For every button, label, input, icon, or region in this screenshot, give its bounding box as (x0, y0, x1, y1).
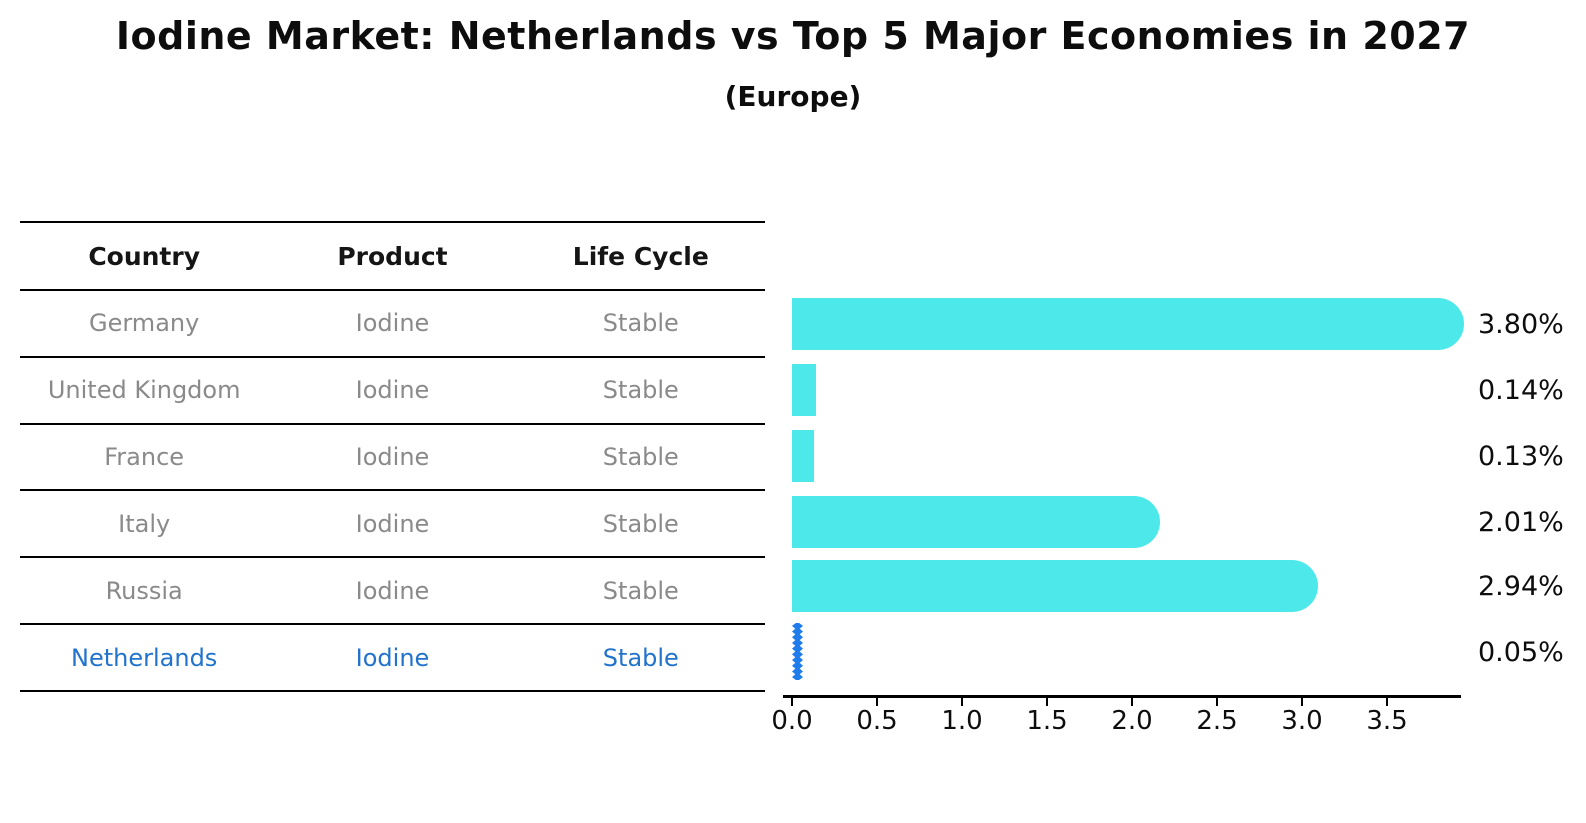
table-row: Germany Iodine Stable (20, 291, 765, 358)
cell-product: Iodine (355, 309, 430, 338)
column-header-product: Product (337, 241, 448, 271)
x-tick-label: 3.0 (1281, 706, 1323, 736)
column-header-life-cycle: Life Cycle (572, 241, 709, 271)
x-axis-tick (876, 697, 878, 706)
country-table: Country Product Life Cycle Germany Iodin… (20, 221, 765, 692)
bar-russia (792, 560, 1318, 612)
cell-product: Iodine (355, 509, 430, 538)
cell-product: Iodine (355, 376, 430, 405)
column-header-country: Country (88, 241, 201, 271)
x-axis-tick (791, 697, 793, 706)
cell-life-cycle: Stable (602, 443, 679, 472)
bar-italy (792, 496, 1160, 548)
cell-country: United Kingdom (47, 376, 241, 405)
cell-country: Germany (89, 309, 200, 338)
table-header-row: Country Product Life Cycle (20, 223, 765, 291)
x-axis-tick (961, 697, 963, 706)
cell-life-cycle: Stable (602, 509, 679, 538)
value-label: 0.14% (1478, 374, 1564, 406)
table-row: Russia Iodine Stable (20, 558, 765, 626)
cell-country: France (104, 443, 185, 472)
x-tick-label: 2.0 (1111, 706, 1153, 736)
bar-germany (792, 298, 1464, 350)
x-tick-label: 2.5 (1196, 706, 1238, 736)
x-axis-tick (1046, 697, 1048, 706)
value-label: 2.94% (1478, 570, 1564, 602)
table-row-netherlands: Netherlands Iodine Stable (20, 625, 765, 692)
cell-life-cycle: Stable (602, 643, 679, 672)
cell-product: Iodine (355, 576, 430, 605)
x-tick-label: 1.0 (941, 706, 983, 736)
value-label: 3.80% (1478, 308, 1564, 340)
page-title: Iodine Market: Netherlands vs Top 5 Majo… (115, 14, 1471, 58)
bar-netherlands (792, 623, 803, 680)
bar-united-kingdom (792, 364, 816, 416)
cell-life-cycle: Stable (602, 576, 679, 605)
cell-product: Iodine (355, 443, 430, 472)
x-axis-line (783, 695, 1461, 698)
x-tick-label: 0.0 (771, 706, 813, 736)
table-row: Italy Iodine Stable (20, 491, 765, 559)
cell-product: Iodine (355, 643, 430, 672)
bar-france (792, 430, 815, 482)
x-axis-tick (1386, 697, 1388, 706)
x-tick-label: 0.5 (856, 706, 898, 736)
cell-country: Netherlands (71, 643, 218, 672)
cell-life-cycle: Stable (602, 376, 679, 405)
cell-country: Russia (105, 576, 183, 605)
x-axis-tick (1216, 697, 1218, 706)
x-axis-tick (1131, 697, 1133, 706)
value-label: 0.05% (1478, 636, 1564, 668)
page-subtitle: (Europe) (724, 80, 862, 113)
table-row: France Iodine Stable (20, 425, 765, 492)
table-row: United Kingdom Iodine Stable (20, 358, 765, 425)
cell-life-cycle: Stable (602, 309, 679, 338)
value-label: 0.13% (1478, 440, 1564, 472)
x-tick-label: 1.5 (1026, 706, 1068, 736)
x-tick-label: 3.5 (1366, 706, 1408, 736)
cell-country: Italy (118, 509, 171, 538)
value-label: 2.01% (1478, 506, 1564, 538)
x-axis-tick (1301, 697, 1303, 706)
